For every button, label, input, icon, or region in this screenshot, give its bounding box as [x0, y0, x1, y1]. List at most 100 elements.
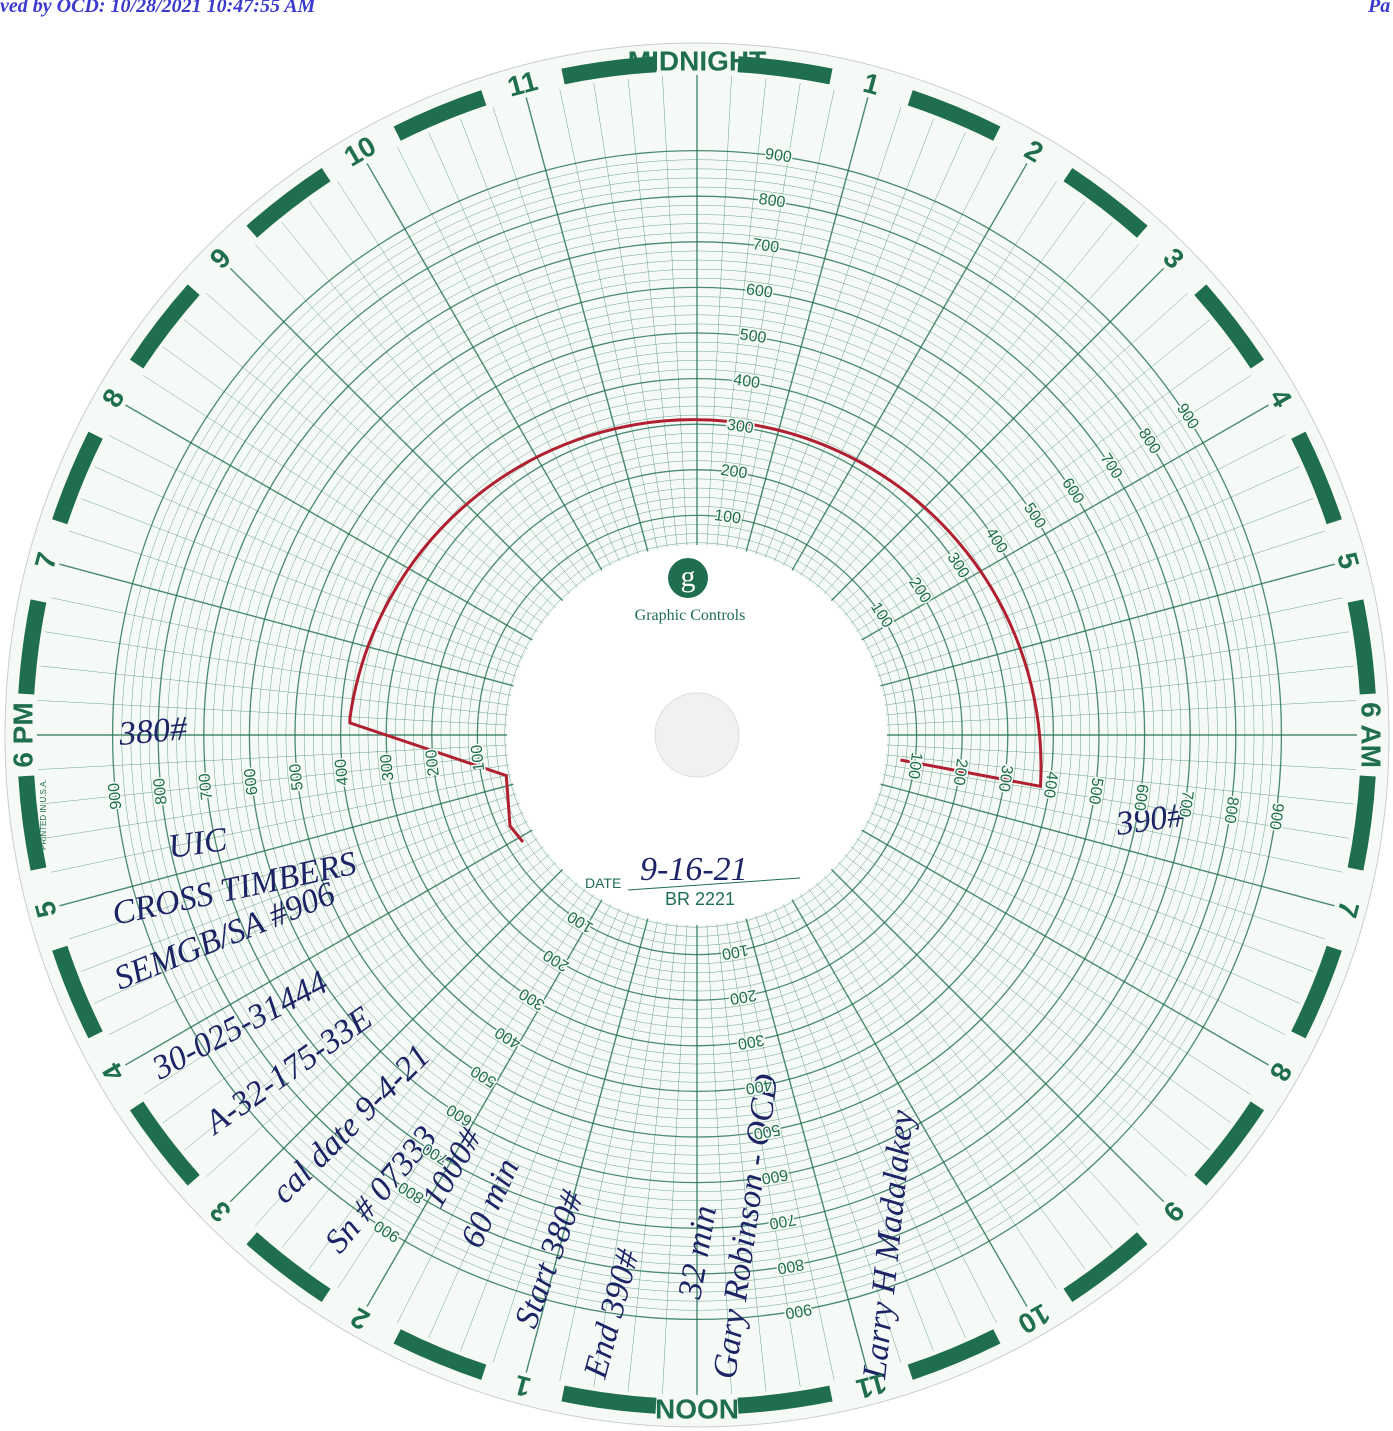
rim-band — [907, 90, 1001, 141]
scale-label: 400 — [332, 758, 352, 786]
grid-spoke — [830, 267, 1165, 602]
scale-label: 100 — [904, 751, 925, 780]
note: 380# — [116, 710, 189, 753]
rim-band — [1291, 945, 1342, 1039]
grid-spoke — [764, 118, 934, 558]
chart-code: BR 2221 — [665, 889, 735, 909]
rim-band — [907, 1329, 1001, 1380]
grid-spoke — [525, 918, 649, 1373]
grid-spoke — [492, 107, 639, 555]
hour-label: 5 — [29, 898, 63, 921]
grid-spoke — [874, 498, 1314, 668]
grid-spoke — [281, 221, 578, 588]
grid-spoke — [206, 293, 556, 609]
grid-spoke — [800, 894, 1057, 1289]
grid-spoke — [870, 466, 1301, 658]
grid-spoke — [882, 597, 1343, 696]
rim-band — [1063, 167, 1148, 238]
rim-band — [52, 945, 103, 1039]
grid-spoke — [880, 563, 1335, 687]
rim-band — [737, 1385, 833, 1414]
scale-label: 900 — [106, 782, 126, 810]
date-label: DATE — [585, 875, 621, 891]
grid-spoke — [726, 83, 801, 548]
scale-label: 600 — [745, 281, 774, 302]
grid-spoke — [745, 97, 869, 552]
grid-spoke — [397, 146, 611, 566]
grid-spoke — [40, 754, 509, 805]
grid-spoke — [125, 829, 533, 1066]
hour-label: 6 AM — [1356, 702, 1387, 768]
scale-label: 300 — [995, 764, 1016, 793]
grid-spoke — [783, 146, 997, 566]
grid-spoke — [877, 530, 1325, 677]
grid-spoke — [428, 131, 620, 562]
grid-spoke — [774, 131, 966, 562]
scale-label: 400 — [1040, 770, 1061, 799]
grid-spoke — [183, 319, 550, 616]
grid-spoke — [40, 665, 509, 716]
grid-spoke — [593, 922, 668, 1387]
grid-spoke — [774, 908, 966, 1339]
grid-spoke — [559, 89, 658, 550]
grid-spoke — [830, 868, 1165, 1203]
grid-spoke — [880, 783, 1335, 907]
grid-spoke — [108, 821, 528, 1035]
grid-spoke — [850, 346, 1232, 624]
scale-label: 700 — [1175, 789, 1196, 818]
grid-spoke — [886, 700, 1357, 726]
grid-spoke — [800, 181, 1057, 576]
grid-spoke — [337, 181, 594, 576]
grid-spoke — [791, 899, 1028, 1307]
scale-label: 100 — [713, 507, 742, 528]
hour-label: 1 — [511, 1369, 534, 1403]
rim-band — [393, 1329, 487, 1380]
scale-label: 300 — [378, 753, 398, 781]
grid-spoke — [850, 846, 1232, 1124]
grid-spoke — [37, 700, 508, 726]
grid-spoke — [93, 466, 524, 658]
scale-label: 700 — [751, 236, 780, 257]
grid-spoke — [80, 498, 520, 668]
grid-spoke — [870, 812, 1301, 1004]
scale-label: 900 — [1266, 802, 1287, 831]
grid-spoke — [755, 915, 902, 1363]
grid-spoke — [337, 894, 594, 1289]
grid-spoke — [229, 868, 564, 1203]
scale-label: 800 — [151, 777, 171, 805]
rim-band — [52, 431, 103, 525]
grid-spoke — [397, 904, 611, 1324]
hour-label: 6 PM — [7, 702, 38, 767]
grid-spoke — [745, 918, 869, 1373]
rim-band — [1347, 775, 1376, 871]
grid-spoke — [791, 163, 1028, 571]
grid-spoke — [716, 78, 767, 547]
grid-spoke — [229, 267, 564, 602]
grid-spoke — [559, 920, 658, 1381]
rim-band — [1291, 431, 1342, 525]
scale-label: 200 — [720, 462, 749, 483]
grid-spoke — [93, 812, 524, 1004]
grid-spoke — [823, 244, 1139, 594]
grid-spoke — [45, 631, 510, 706]
rim-band — [393, 90, 487, 141]
grid-spoke — [80, 802, 520, 972]
scale-label: 500 — [287, 763, 307, 791]
grid-spoke — [874, 802, 1314, 972]
rim-band — [561, 1385, 657, 1414]
rim-band — [18, 775, 47, 871]
rim-band — [129, 1101, 200, 1186]
grid-spoke — [162, 846, 544, 1124]
printed-note: PRINTED IN U.S.A. — [39, 779, 48, 850]
grid-spoke — [69, 793, 517, 940]
rim-band — [246, 167, 331, 238]
grid-spoke — [706, 924, 732, 1395]
grid-spoke — [627, 923, 678, 1392]
grid-spoke — [308, 888, 586, 1270]
grid-spoke — [662, 924, 688, 1395]
grid-spoke — [255, 244, 571, 594]
grid-spoke — [125, 404, 533, 641]
grid-spoke — [59, 783, 514, 907]
rim-band — [18, 599, 47, 695]
